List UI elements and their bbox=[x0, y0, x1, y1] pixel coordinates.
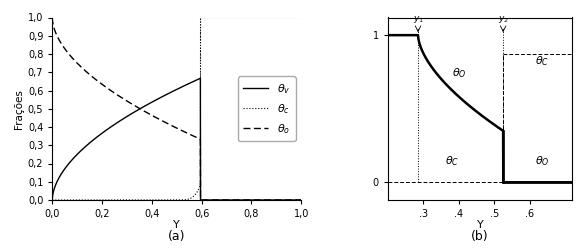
Text: $\theta_C$: $\theta_C$ bbox=[535, 54, 549, 68]
X-axis label: Y: Y bbox=[173, 220, 180, 230]
Text: $\theta_C$: $\theta_C$ bbox=[444, 155, 459, 168]
Y-axis label: Frações: Frações bbox=[13, 89, 24, 129]
Text: (b): (b) bbox=[471, 230, 489, 243]
Text: $\theta_O$: $\theta_O$ bbox=[535, 155, 550, 168]
Text: $y_2$: $y_2$ bbox=[498, 14, 508, 25]
Text: $\theta_O$: $\theta_O$ bbox=[451, 66, 466, 80]
X-axis label: Y: Y bbox=[477, 220, 483, 230]
Text: (a): (a) bbox=[168, 230, 185, 243]
Text: $y_1$: $y_1$ bbox=[413, 14, 424, 25]
Legend: $\theta_v$, $\theta_c$, $\theta_o$: $\theta_v$, $\theta_c$, $\theta_o$ bbox=[238, 76, 296, 141]
